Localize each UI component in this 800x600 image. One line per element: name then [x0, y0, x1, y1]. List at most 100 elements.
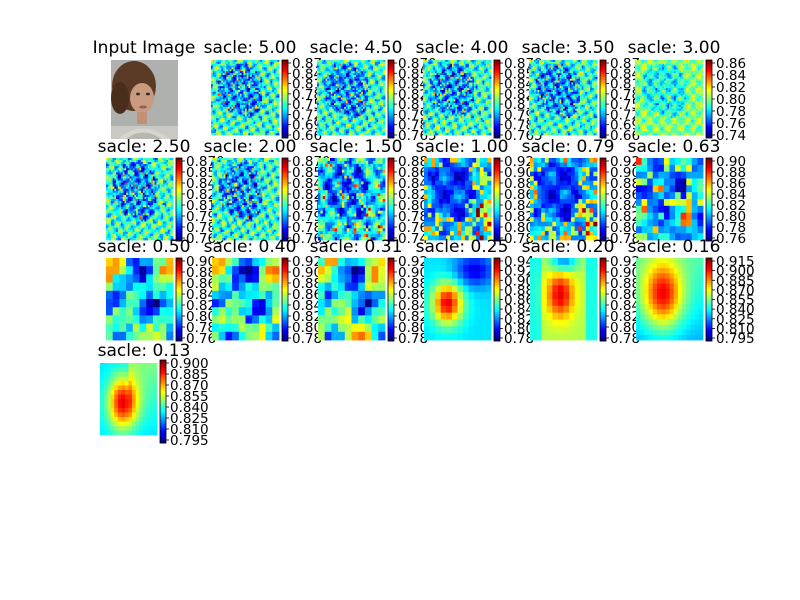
- scale-panel: 0.870.840.810.780.750.720.690.66: [211, 56, 322, 144]
- colorbar: 0.9150.9000.8850.8700.8550.8400.8250.810…: [705, 254, 755, 347]
- colorbar-tick-label: 0.84: [398, 298, 428, 314]
- colorbar-tick-label: 0.84: [716, 187, 746, 203]
- colorbar-tick-label: 0.78: [504, 231, 534, 247]
- colorbar-tick-label: 0.84: [610, 298, 640, 314]
- colorbar-tick-label: 0.840: [170, 400, 209, 416]
- colorbar-tick-label: 0.88: [716, 165, 746, 181]
- colorbar-tick-label: 0.92: [610, 154, 640, 170]
- colorbar-tick-label: 0.78: [610, 87, 640, 103]
- colorbar-tick-label: 0.86: [398, 165, 428, 181]
- colorbar-tick-label: 0.795: [170, 433, 209, 449]
- colorbar-tick-label: 0.90: [292, 265, 322, 281]
- colorbar-tick-label: 0.82: [398, 309, 428, 325]
- colorbar-tick-label: 0.74: [398, 231, 428, 247]
- colorbar-tick-label: 0.86: [504, 187, 534, 203]
- panel-title: sacle: 3.00: [628, 38, 721, 58]
- colorbar-tick-label: 0.75: [610, 97, 640, 113]
- colorbar-tick-label: 0.66: [292, 128, 322, 144]
- panel-title: sacle: 2.00: [204, 137, 297, 157]
- colorbar-tick-label: 0.82: [504, 312, 534, 328]
- colorbar-tick-label: 0.84: [292, 66, 322, 82]
- colorbar-tick-label: 0.90: [398, 265, 428, 281]
- colorbar-tick-label: 0.80: [504, 220, 534, 236]
- colorbar: 0.880.860.840.820.800.780.760.74: [387, 154, 428, 247]
- scale-panel: 0.920.900.880.860.840.820.800.78: [212, 254, 322, 347]
- colorbar-tick-label: 0.82: [716, 80, 746, 96]
- colorbar-tick-label: 0.84: [186, 287, 216, 303]
- colorbar-tick-label: 0.82: [610, 309, 640, 325]
- colorbar-tick-label: 0.80: [398, 198, 428, 214]
- colorbar-tick-label: 0.92: [292, 254, 322, 270]
- colorbar-tick-label: 0.86: [610, 187, 640, 203]
- colorbar-tick-label: 0.69: [610, 118, 640, 134]
- panel-title: sacle: 0.25: [416, 237, 509, 257]
- colorbar-tick-label: 0.87: [610, 56, 640, 72]
- panel-titles: sacle: 5.00 sacle: 4.50 sacle: 4.00 sacle: …: [98, 38, 721, 361]
- colorbar: 0.870.840.810.780.750.720.690.66: [599, 56, 640, 144]
- scale-panel: 0.940.920.900.880.860.840.820.800.78: [424, 254, 534, 347]
- colorbar-tick-label: 0.82: [610, 209, 640, 225]
- colorbar-tick-label: 0.86: [292, 287, 322, 303]
- colorbar: 0.920.900.880.860.840.820.800.78: [599, 154, 640, 247]
- colorbar-tick-label: 0.84: [716, 68, 746, 84]
- colorbar-tick-label: 0.855: [716, 293, 755, 309]
- colorbar-tick-label: 0.78: [610, 231, 640, 247]
- colorbar-tick-label: 0.82: [292, 309, 322, 325]
- heatmap: [318, 258, 386, 341]
- heatmap: [424, 158, 492, 241]
- colorbar-tick-label: 0.66: [610, 128, 640, 144]
- colorbar-tick-label: 0.810: [170, 422, 209, 438]
- heatmap: [530, 158, 598, 241]
- panel-title: sacle: 4.50: [310, 38, 403, 58]
- panel-title: sacle: 4.00: [416, 38, 509, 58]
- colorbar-tick-label: 0.915: [716, 254, 755, 270]
- scale-panel: 0.9150.9000.8850.8700.8550.8400.8250.810…: [636, 254, 755, 347]
- colorbar-tick-label: 0.90: [504, 273, 534, 289]
- scale-panel: 0.870.840.810.780.750.720.690.66: [529, 56, 640, 144]
- colorbar-tick-label: 0.90: [610, 265, 640, 281]
- panel-title: sacle: 0.20: [522, 237, 615, 257]
- colorbar-tick-label: 0.78: [186, 320, 216, 336]
- colorbar: 0.920.900.880.860.840.820.800.78: [493, 154, 534, 247]
- colorbar: 0.920.900.880.860.840.820.800.78: [387, 254, 428, 347]
- colorbar-tick-label: 0.88: [186, 265, 216, 281]
- colorbar-tick-label: 0.88: [610, 276, 640, 292]
- colorbar: 0.900.880.860.840.820.800.780.76: [705, 154, 746, 247]
- colorbar: 0.920.900.880.860.840.820.800.78: [599, 254, 640, 347]
- heatmap: [529, 60, 598, 136]
- colorbar-tick-label: 0.76: [716, 116, 746, 132]
- colorbar-tick-label: 0.78: [716, 104, 746, 120]
- colorbar-tick-label: 0.88: [398, 276, 428, 292]
- colorbar-tick-label: 0.840: [716, 302, 755, 318]
- colorbar-tick-label: 0.82: [716, 198, 746, 214]
- scale-panel: 0.920.900.880.860.840.820.800.78: [530, 154, 640, 247]
- colorbar-tick-label: 0.76: [398, 220, 428, 236]
- colorbar-tick-label: 0.76: [716, 231, 746, 247]
- scale-panel: 0.920.900.880.860.840.820.800.78: [530, 254, 640, 347]
- colorbar-tick-label: 0.84: [610, 66, 640, 82]
- colorbar-tick-label: 0.825: [170, 411, 209, 427]
- heatmap: [530, 258, 598, 341]
- colorbar-tick-label: 0.72: [610, 107, 640, 123]
- panel-title: sacle: 0.40: [204, 237, 297, 257]
- colorbar-tick-label: 0.72: [292, 107, 322, 123]
- scale-panel: 0.920.900.880.860.840.820.800.78: [424, 154, 534, 247]
- colorbar-tick-label: 0.82: [186, 298, 216, 314]
- colorbar-tick-label: 0.84: [504, 198, 534, 214]
- colorbar-tick-label: 0.86: [716, 56, 746, 72]
- panel-title: sacle: 5.00: [204, 38, 297, 58]
- colorbar-tick-label: 0.870: [170, 378, 209, 394]
- panel-title: sacle: 0.16: [628, 237, 721, 257]
- heatmap: [424, 258, 492, 341]
- colorbar-tick-label: 0.78: [398, 209, 428, 225]
- colorbar-tick-label: 0.88: [504, 176, 534, 192]
- colorbar-tick-label: 0.855: [170, 389, 209, 405]
- heatmap: [635, 60, 704, 136]
- heatmap: [318, 158, 386, 241]
- colorbar-tick-label: 0.885: [170, 367, 209, 383]
- colorbar-tick-label: 0.86: [186, 276, 216, 292]
- input-image-panel: Input Image: [93, 38, 195, 139]
